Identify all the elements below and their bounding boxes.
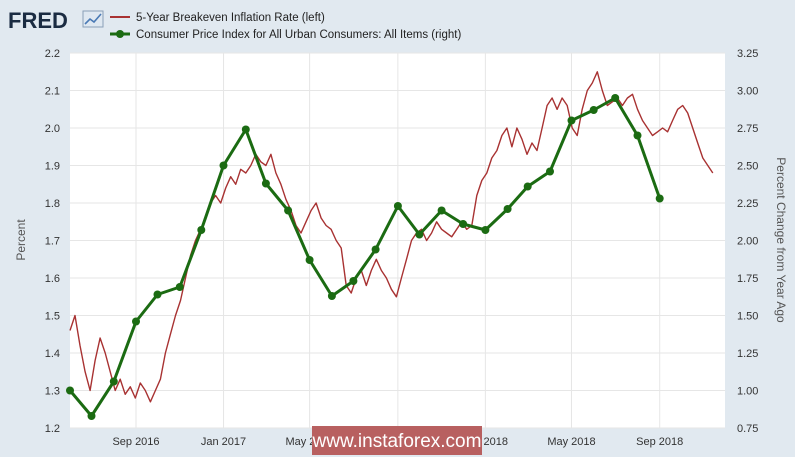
x-tick-label: May 2018 (547, 436, 595, 448)
legend-marker-cpi (116, 30, 124, 38)
cpi-data-point (219, 161, 228, 170)
y-tick-label: 2.2 (45, 48, 60, 60)
cpi-data-point (437, 206, 446, 215)
cpi-data-point (261, 179, 270, 188)
cpi-data-point (546, 167, 554, 176)
y2-tick-label: 2.50 (737, 161, 758, 173)
chart-logo-icon (82, 10, 104, 28)
cpi-data-point (175, 283, 184, 291)
watermark: www.instaforex.com (312, 426, 482, 455)
cpi-data-point (349, 277, 358, 285)
y2-tick-label: 1.00 (737, 386, 758, 398)
y-tick-label: 1.7 (45, 236, 60, 248)
cpi-data-point (633, 131, 642, 140)
cpi-data-point (481, 226, 490, 234)
cpi-data-point (523, 182, 532, 191)
cpi-data-point (327, 292, 336, 300)
cpi-data-point (503, 205, 512, 213)
cpi-data-point (153, 290, 162, 299)
y-tick-label: 1.6 (45, 273, 60, 285)
y-tick-label: 2.0 (45, 123, 60, 135)
watermark-text: www.instaforex.com (312, 431, 482, 452)
y2-tick-label: 1.50 (737, 311, 758, 323)
fred-logo-text: FRED (8, 8, 68, 33)
x-tick-label: Sep 2016 (112, 436, 159, 448)
y-tick-label: 1.4 (45, 348, 60, 360)
cpi-data-point (371, 245, 380, 254)
y2-tick-label: 2.25 (737, 198, 758, 210)
y2-tick-label: 3.25 (737, 48, 758, 60)
series-line-breakeven (69, 71, 714, 403)
series-layer (66, 71, 714, 420)
tick-labels: 1.2 1.3 1.4 1.5 1.6 1.7 1.8 1.9 2.0 2.1 2.2 0.75 1.0… (45, 48, 759, 448)
y2-tick-label: 0.75 (737, 423, 758, 435)
cpi-data-point (415, 230, 424, 239)
cpi-data-point (655, 194, 664, 203)
y2-tick-label: 1.75 (737, 273, 758, 285)
cpi-data-point (589, 106, 598, 114)
y-axis-title: Percent (14, 219, 28, 261)
gridlines (70, 52, 725, 429)
y-tick-label: 2.1 (45, 86, 60, 98)
cpi-data-point (393, 202, 402, 210)
cpi-data-point (87, 412, 96, 420)
cpi-data-point (459, 220, 468, 228)
cpi-data-point (241, 125, 250, 134)
fred-logo[interactable]: FRED (8, 8, 104, 33)
series-line-cpi (68, 96, 662, 418)
watermark-box (312, 426, 482, 455)
y2-tick-label: 1.25 (737, 348, 758, 360)
cpi-data-point (567, 116, 576, 125)
y-tick-label: 1.5 (45, 311, 60, 323)
cpi-data-point (66, 386, 74, 395)
cpi-data-point (611, 94, 620, 102)
cpi-data-point (305, 256, 314, 264)
legend-label-cpi: Consumer Price Index for All Urban Consu… (136, 29, 461, 41)
y-tick-label: 1.3 (45, 386, 60, 398)
x-tick-label: Sep 2018 (636, 436, 683, 448)
y-tick-label: 1.9 (45, 161, 60, 173)
cpi-data-point (132, 317, 140, 326)
legend-label-breakeven: 5-Year Breakeven Inflation Rate (left) (136, 12, 325, 24)
cpi-data-point (109, 377, 118, 386)
cpi-data-point (284, 206, 293, 215)
y2-tick-label: 3.00 (737, 86, 758, 98)
y2-axis-title: Percent Change from Year Ago (774, 157, 788, 323)
y-tick-label: 1.2 (45, 423, 60, 435)
x-tick-label: Jan 2017 (201, 436, 246, 448)
y2-tick-label: 2.75 (737, 123, 758, 135)
legend: 5-Year Breakeven Inflation Rate (left) C… (110, 12, 461, 41)
cpi-data-point (197, 226, 206, 234)
y-tick-label: 1.8 (45, 198, 60, 210)
y2-tick-label: 2.00 (737, 236, 758, 248)
